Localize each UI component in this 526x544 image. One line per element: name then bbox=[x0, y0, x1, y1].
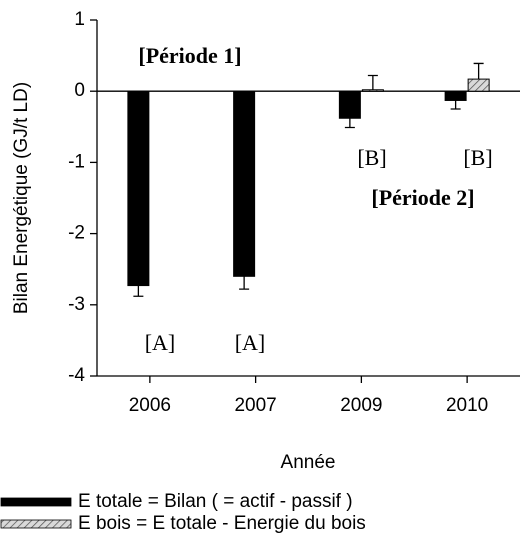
y-axis-label: Bilan Energétique (GJ/t LD) bbox=[11, 82, 32, 314]
annotation: [A] bbox=[145, 330, 176, 355]
y-tick-label: 1 bbox=[74, 9, 85, 30]
bar bbox=[338, 90, 361, 119]
legend-label: E totale = Bilan ( = actif - passif ) bbox=[78, 491, 353, 512]
y-tick-label: 0 bbox=[74, 80, 85, 101]
annotation: [Période 2] bbox=[371, 185, 474, 210]
error-bar bbox=[133, 285, 144, 297]
x-tick-label: 2009 bbox=[340, 395, 382, 416]
legend-swatch bbox=[0, 497, 72, 507]
y-tick-label: -2 bbox=[68, 223, 85, 244]
bar bbox=[233, 90, 256, 277]
y-tick-label: -1 bbox=[68, 151, 85, 172]
error-bar bbox=[473, 62, 484, 80]
bar bbox=[361, 89, 384, 92]
error-bar bbox=[450, 100, 461, 110]
x-tick-label: 2010 bbox=[446, 395, 488, 416]
bar bbox=[467, 78, 490, 92]
y-tick-label: -4 bbox=[68, 365, 85, 386]
y-tick-label: -3 bbox=[68, 294, 85, 315]
x-tick-label: 2007 bbox=[234, 395, 276, 416]
legend-swatch bbox=[0, 519, 72, 529]
error-bar bbox=[367, 74, 378, 90]
bar bbox=[444, 90, 467, 101]
annotation: [A] bbox=[235, 330, 266, 355]
x-axis-label: Année bbox=[281, 452, 336, 473]
legend-label: E bois = E totale - Energie du bois bbox=[78, 513, 366, 534]
error-bar bbox=[239, 276, 250, 290]
annotation: [B] bbox=[463, 145, 492, 170]
x-tick-label: 2006 bbox=[129, 395, 171, 416]
bar bbox=[127, 90, 150, 287]
annotation: [Période 1] bbox=[138, 43, 241, 68]
annotation: [B] bbox=[357, 145, 386, 170]
error-bar bbox=[344, 118, 355, 129]
